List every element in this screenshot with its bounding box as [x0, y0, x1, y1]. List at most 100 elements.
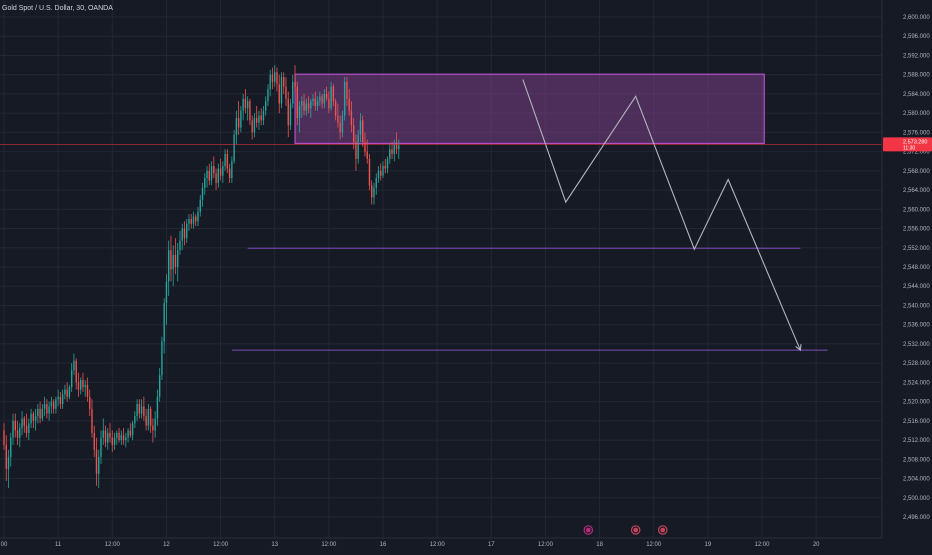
candle-body — [136, 404, 138, 417]
candle — [16, 420, 19, 445]
candle-body — [32, 413, 35, 421]
time-tick-label: 12:00 — [105, 542, 121, 548]
candle — [312, 93, 314, 106]
candle — [127, 428, 129, 443]
candle-body — [140, 406, 143, 414]
candle — [328, 91, 330, 114]
candle-body — [389, 149, 391, 159]
candle — [149, 406, 152, 433]
candle-body — [305, 103, 308, 111]
candle — [305, 98, 308, 116]
candle-body — [371, 185, 373, 198]
candle — [57, 389, 59, 407]
candle — [172, 245, 174, 287]
candle-body — [109, 432, 111, 438]
candle-body — [215, 173, 217, 183]
candle-body — [368, 158, 371, 186]
candle-body — [217, 168, 220, 183]
candle-body — [86, 384, 89, 397]
candle-body — [91, 408, 93, 433]
candle-body — [380, 170, 382, 176]
candle — [377, 166, 380, 183]
candle — [319, 91, 321, 106]
candle — [70, 363, 73, 392]
candle-body — [50, 401, 53, 407]
candle-body — [350, 110, 353, 126]
candle-body — [179, 240, 181, 251]
candle-body — [204, 178, 206, 188]
candle-body — [154, 418, 156, 431]
candle — [343, 77, 346, 121]
candle-body — [43, 404, 46, 409]
candle — [113, 432, 116, 450]
candle — [269, 69, 271, 97]
price-tick-label: 2,580.000 — [903, 111, 930, 117]
time-tick-label: 00 — [1, 542, 8, 548]
time-tick-label: 12:00 — [538, 542, 554, 548]
candle-body — [395, 144, 398, 150]
price-tick-label: 2,536.000 — [903, 323, 930, 329]
candle — [118, 428, 120, 443]
candle — [32, 411, 35, 429]
time-axis[interactable]: 00 11 12:00 12 12:00 13 12:00 16 12:00 17 12:00 18 1… — [0, 537, 882, 548]
candle — [332, 84, 335, 106]
candle — [39, 401, 41, 424]
projection-path — [522, 79, 802, 352]
candle — [190, 214, 192, 229]
candle — [21, 411, 23, 436]
candle-body — [334, 101, 337, 116]
candle — [240, 105, 242, 133]
candle-body — [253, 117, 256, 133]
candle — [287, 91, 289, 138]
candle-body — [66, 389, 68, 397]
candle-body — [213, 166, 215, 174]
candle-body — [120, 435, 123, 441]
candle-body — [240, 110, 242, 128]
candle-body — [104, 430, 107, 443]
candle — [316, 96, 319, 111]
candle — [285, 77, 287, 106]
candle-body — [391, 149, 393, 155]
candle-body — [111, 437, 113, 445]
candle — [177, 242, 179, 282]
candle-body — [224, 154, 226, 167]
us-flag-event-icon-2 — [657, 525, 668, 535]
current-price-badge — [883, 137, 932, 152]
marker-dot — [585, 527, 591, 533]
candle — [93, 425, 95, 457]
candle-body — [274, 72, 276, 82]
candle-body — [296, 86, 298, 118]
candle — [231, 156, 233, 183]
candle-body — [249, 101, 251, 121]
candle — [129, 423, 132, 438]
candle — [393, 139, 395, 162]
candle-body — [197, 211, 199, 222]
candle-body — [377, 170, 380, 179]
candle — [337, 103, 339, 128]
candle-body — [301, 101, 303, 106]
candle-body — [255, 117, 258, 123]
us-flag-event-icon — [630, 525, 641, 535]
candle-body — [328, 98, 330, 109]
price-axis[interactable]: 2,496.000 2,500.000 2,504.000 2,508.000 2,51… — [881, 0, 932, 538]
candle — [120, 430, 123, 445]
candle-body — [82, 379, 84, 388]
candle — [111, 430, 113, 453]
candle — [163, 298, 165, 354]
candle — [274, 65, 276, 87]
candle — [228, 163, 231, 183]
candle — [82, 372, 84, 392]
candle — [136, 399, 138, 421]
candle-body — [206, 170, 208, 179]
candle — [280, 72, 283, 109]
event-markers[interactable] — [583, 525, 668, 535]
candle-body — [244, 98, 247, 109]
candle — [48, 401, 50, 421]
price-tick-label: 2,552.000 — [903, 246, 930, 252]
candle-body — [73, 360, 75, 371]
candle-body — [19, 428, 21, 438]
candle-body — [269, 74, 271, 90]
candle-body — [64, 389, 66, 395]
